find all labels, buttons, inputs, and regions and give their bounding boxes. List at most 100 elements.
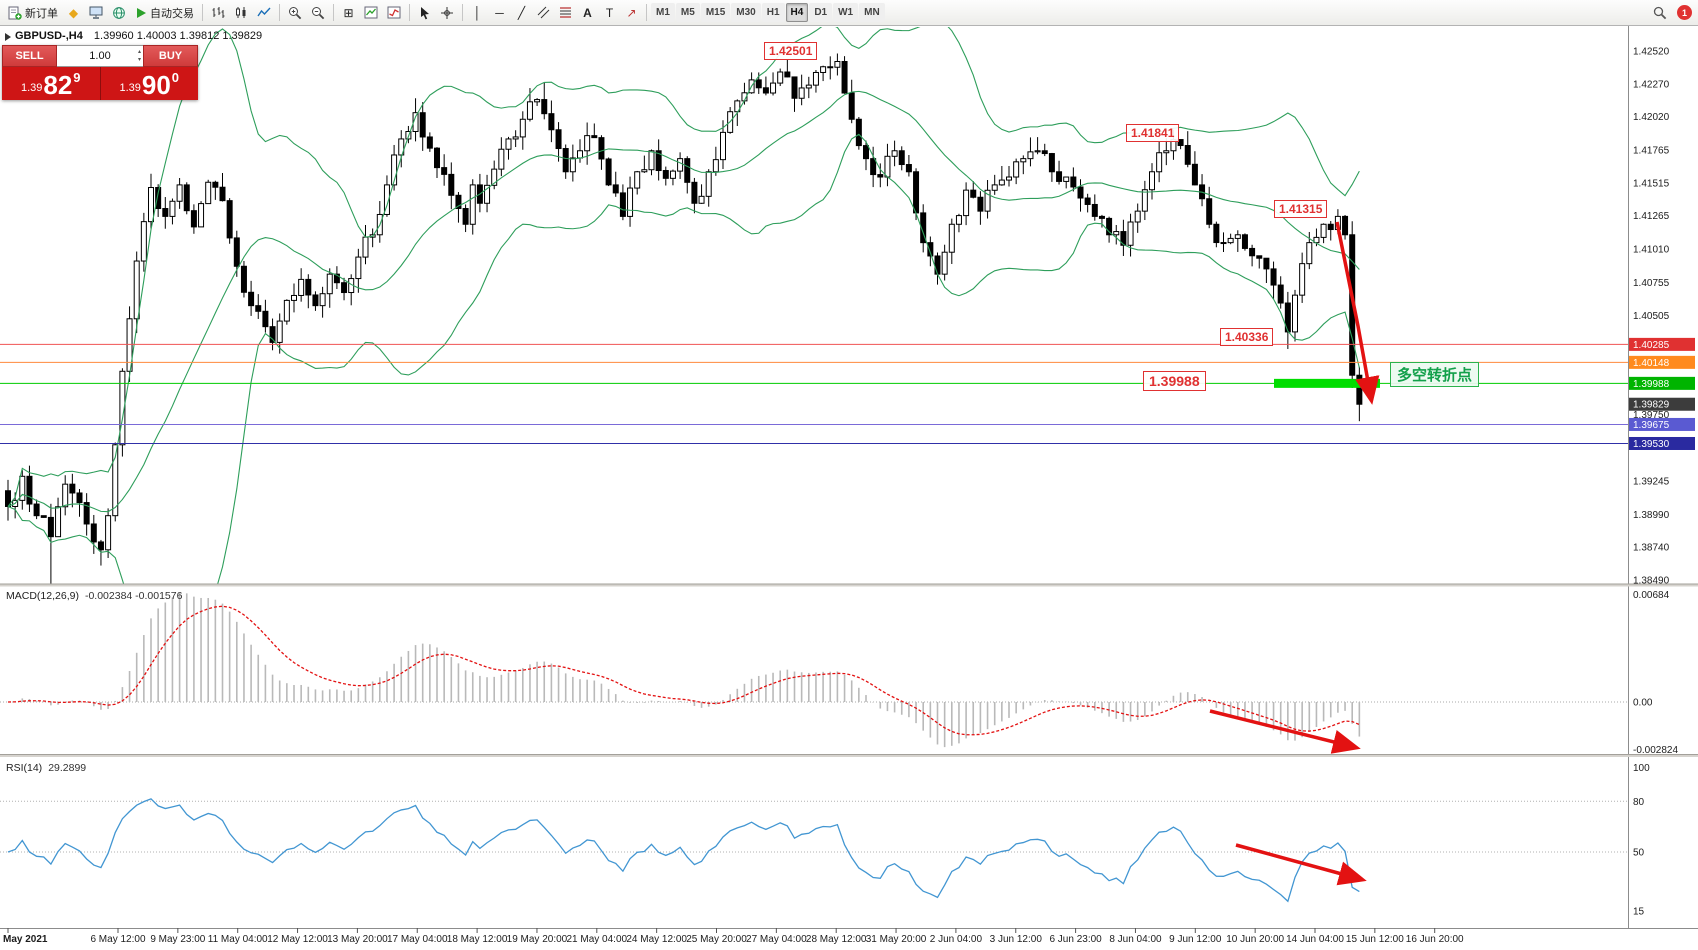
notification-badge[interactable]: 1 bbox=[1677, 5, 1692, 20]
label-tool-button[interactable]: T bbox=[599, 2, 620, 23]
bar-chart-type-button[interactable] bbox=[207, 2, 229, 23]
timeframe-mn-button[interactable]: MN bbox=[859, 3, 885, 22]
collapse-trade-panel-icon[interactable] bbox=[5, 33, 11, 41]
turning-point-highlight-bar[interactable] bbox=[1274, 378, 1380, 388]
candlestick-chart-type-button[interactable] bbox=[230, 2, 252, 23]
svg-text:6 May 12:00: 6 May 12:00 bbox=[90, 934, 145, 945]
svg-text:31 May 20:00: 31 May 20:00 bbox=[866, 934, 927, 945]
macd-name: MACD(12,26,9) bbox=[6, 590, 79, 602]
fibonacci-tool-button[interactable] bbox=[555, 2, 576, 23]
drawn-arrows[interactable] bbox=[1209, 221, 1380, 886]
auto-trading-label: 自动交易 bbox=[150, 7, 194, 20]
price-label-139988[interactable]: 1.39988 bbox=[1143, 371, 1206, 391]
timeframe-h4-button[interactable]: H4 bbox=[785, 3, 809, 22]
price-level-lines[interactable] bbox=[0, 343, 1628, 444]
svg-text:1.39750: 1.39750 bbox=[1633, 410, 1670, 421]
turning-point-note[interactable]: 多空转折点 bbox=[1390, 362, 1480, 387]
price-label-140336[interactable]: 1.40336 bbox=[1220, 328, 1274, 346]
line-chart-icon bbox=[257, 7, 271, 17]
price-label-142501[interactable]: 1.42501 bbox=[764, 42, 818, 60]
price-label-141841[interactable]: 1.41841 bbox=[1126, 124, 1180, 142]
svg-text:15: 15 bbox=[1633, 907, 1645, 918]
macd-histogram bbox=[7, 593, 1361, 748]
text-tool-button[interactable]: A bbox=[577, 2, 598, 23]
candlesticks bbox=[5, 53, 1363, 584]
channel-tool-button[interactable] bbox=[533, 2, 554, 23]
zoom-out-icon bbox=[312, 6, 325, 19]
svg-text:1.40148: 1.40148 bbox=[1633, 358, 1670, 369]
terminal-icon bbox=[89, 6, 103, 19]
svg-text:1.39675: 1.39675 bbox=[1633, 420, 1670, 431]
svg-text:6 Jun 23:00: 6 Jun 23:00 bbox=[1049, 934, 1102, 945]
svg-text:1.39988: 1.39988 bbox=[1633, 379, 1670, 390]
svg-text:0.00: 0.00 bbox=[1633, 698, 1653, 709]
toolbar-separator bbox=[462, 4, 463, 21]
terminal-button[interactable] bbox=[85, 2, 107, 23]
auto-trading-button[interactable]: 自动交易 bbox=[131, 2, 198, 23]
svg-text:1.39829: 1.39829 bbox=[1633, 400, 1670, 411]
sell-price-sup: 9 bbox=[73, 70, 81, 85]
svg-text:15 Jun 12:00: 15 Jun 12:00 bbox=[1346, 934, 1404, 945]
new-order-button[interactable]: 新订单 bbox=[4, 2, 62, 23]
timeframe-m1-button[interactable]: M1 bbox=[651, 3, 675, 22]
timeframe-d1-button[interactable]: D1 bbox=[809, 3, 833, 22]
volume-spin-buttons[interactable]: ▴ ▾ bbox=[137, 49, 141, 63]
zoom-in-button[interactable] bbox=[284, 2, 306, 23]
timeframe-m15-button[interactable]: M15 bbox=[700, 3, 731, 22]
axis-price-tag bbox=[1629, 436, 1695, 450]
svg-text:-0.002824: -0.002824 bbox=[1633, 745, 1678, 756]
buy-price[interactable]: 1.39 90 0 bbox=[100, 67, 198, 100]
toolbar-separator bbox=[279, 4, 280, 21]
svg-text:1.41265: 1.41265 bbox=[1633, 211, 1670, 222]
price-macd-splitter[interactable] bbox=[0, 584, 1698, 587]
timeframe-m5-button[interactable]: M5 bbox=[675, 3, 700, 22]
svg-text:50: 50 bbox=[1633, 847, 1645, 858]
svg-text:14 Jun 04:00: 14 Jun 04:00 bbox=[1286, 934, 1344, 945]
price-label-141315[interactable]: 1.41315 bbox=[1274, 200, 1328, 218]
svg-text:10 Jun 20:00: 10 Jun 20:00 bbox=[1226, 934, 1284, 945]
price-axis[interactable]: 1.42520 1.42270 1.42020 1.41765 1.41515 1.412… bbox=[0, 26, 1698, 929]
trendline-icon: ╱ bbox=[517, 5, 526, 20]
line-chart-type-button[interactable] bbox=[253, 2, 275, 23]
sell-button[interactable]: SELL bbox=[2, 45, 57, 67]
timeframe-h1-button[interactable]: H1 bbox=[761, 3, 785, 22]
cursor-tool-button[interactable] bbox=[414, 2, 435, 23]
svg-text:1.40755: 1.40755 bbox=[1633, 278, 1670, 289]
svg-text:27 May 04:00: 27 May 04:00 bbox=[746, 934, 807, 945]
volume-stepper[interactable]: 1.00 ▴ ▾ bbox=[57, 45, 143, 67]
rsi-value: 29.2899 bbox=[48, 762, 87, 774]
timeframe-w1-button[interactable]: W1 bbox=[833, 3, 859, 22]
search-icon bbox=[1653, 6, 1667, 19]
data-center-button[interactable] bbox=[108, 2, 130, 23]
profiles-button[interactable]: ◆ bbox=[63, 2, 84, 23]
search-button[interactable] bbox=[1649, 2, 1671, 23]
arrow-object-icon: ↗ bbox=[626, 5, 637, 20]
rsi-down-arrow[interactable] bbox=[1235, 843, 1367, 886]
new-chart-button[interactable] bbox=[360, 2, 382, 23]
vertical-line-tool-button[interactable]: │ bbox=[467, 2, 488, 23]
sell-price[interactable]: 1.39 82 9 bbox=[2, 67, 101, 100]
horizontal-line-tool-button[interactable]: ─ bbox=[489, 2, 510, 23]
trendline-tool-button[interactable]: ╱ bbox=[511, 2, 532, 23]
svg-text:1.40285: 1.40285 bbox=[1633, 340, 1670, 351]
svg-text:13 May 20:00: 13 May 20:00 bbox=[327, 934, 388, 945]
tile-windows-button[interactable]: ⊞ bbox=[338, 2, 359, 23]
zoom-out-button[interactable] bbox=[307, 2, 329, 23]
macd-down-arrow[interactable] bbox=[1209, 709, 1361, 754]
price-drop-arrow[interactable] bbox=[1335, 221, 1380, 405]
svg-text:1.42270: 1.42270 bbox=[1633, 79, 1670, 90]
svg-text:2 Jun 04:00: 2 Jun 04:00 bbox=[930, 934, 983, 945]
macd-rsi-splitter[interactable] bbox=[0, 754, 1698, 758]
crosshair-tool-button[interactable] bbox=[436, 2, 458, 23]
arrow-objects-button[interactable]: ↗ bbox=[621, 2, 642, 23]
svg-text:1.39245: 1.39245 bbox=[1633, 476, 1670, 487]
timeframe-m30-button[interactable]: M30 bbox=[731, 3, 761, 22]
time-axis[interactable]: May 2021 6 May 12:00 9 May 23:00 11 May 04:… bbox=[3, 928, 1464, 945]
indicators-button[interactable] bbox=[383, 2, 405, 23]
ohlc-values: 1.39960 1.40003 1.39812 1.39829 bbox=[93, 30, 263, 42]
svg-text:May 2021: May 2021 bbox=[3, 934, 48, 945]
svg-text:19 May 20:00: 19 May 20:00 bbox=[507, 934, 568, 945]
svg-text:9 Jun 12:00: 9 Jun 12:00 bbox=[1169, 934, 1222, 945]
buy-button[interactable]: BUY bbox=[143, 45, 198, 67]
